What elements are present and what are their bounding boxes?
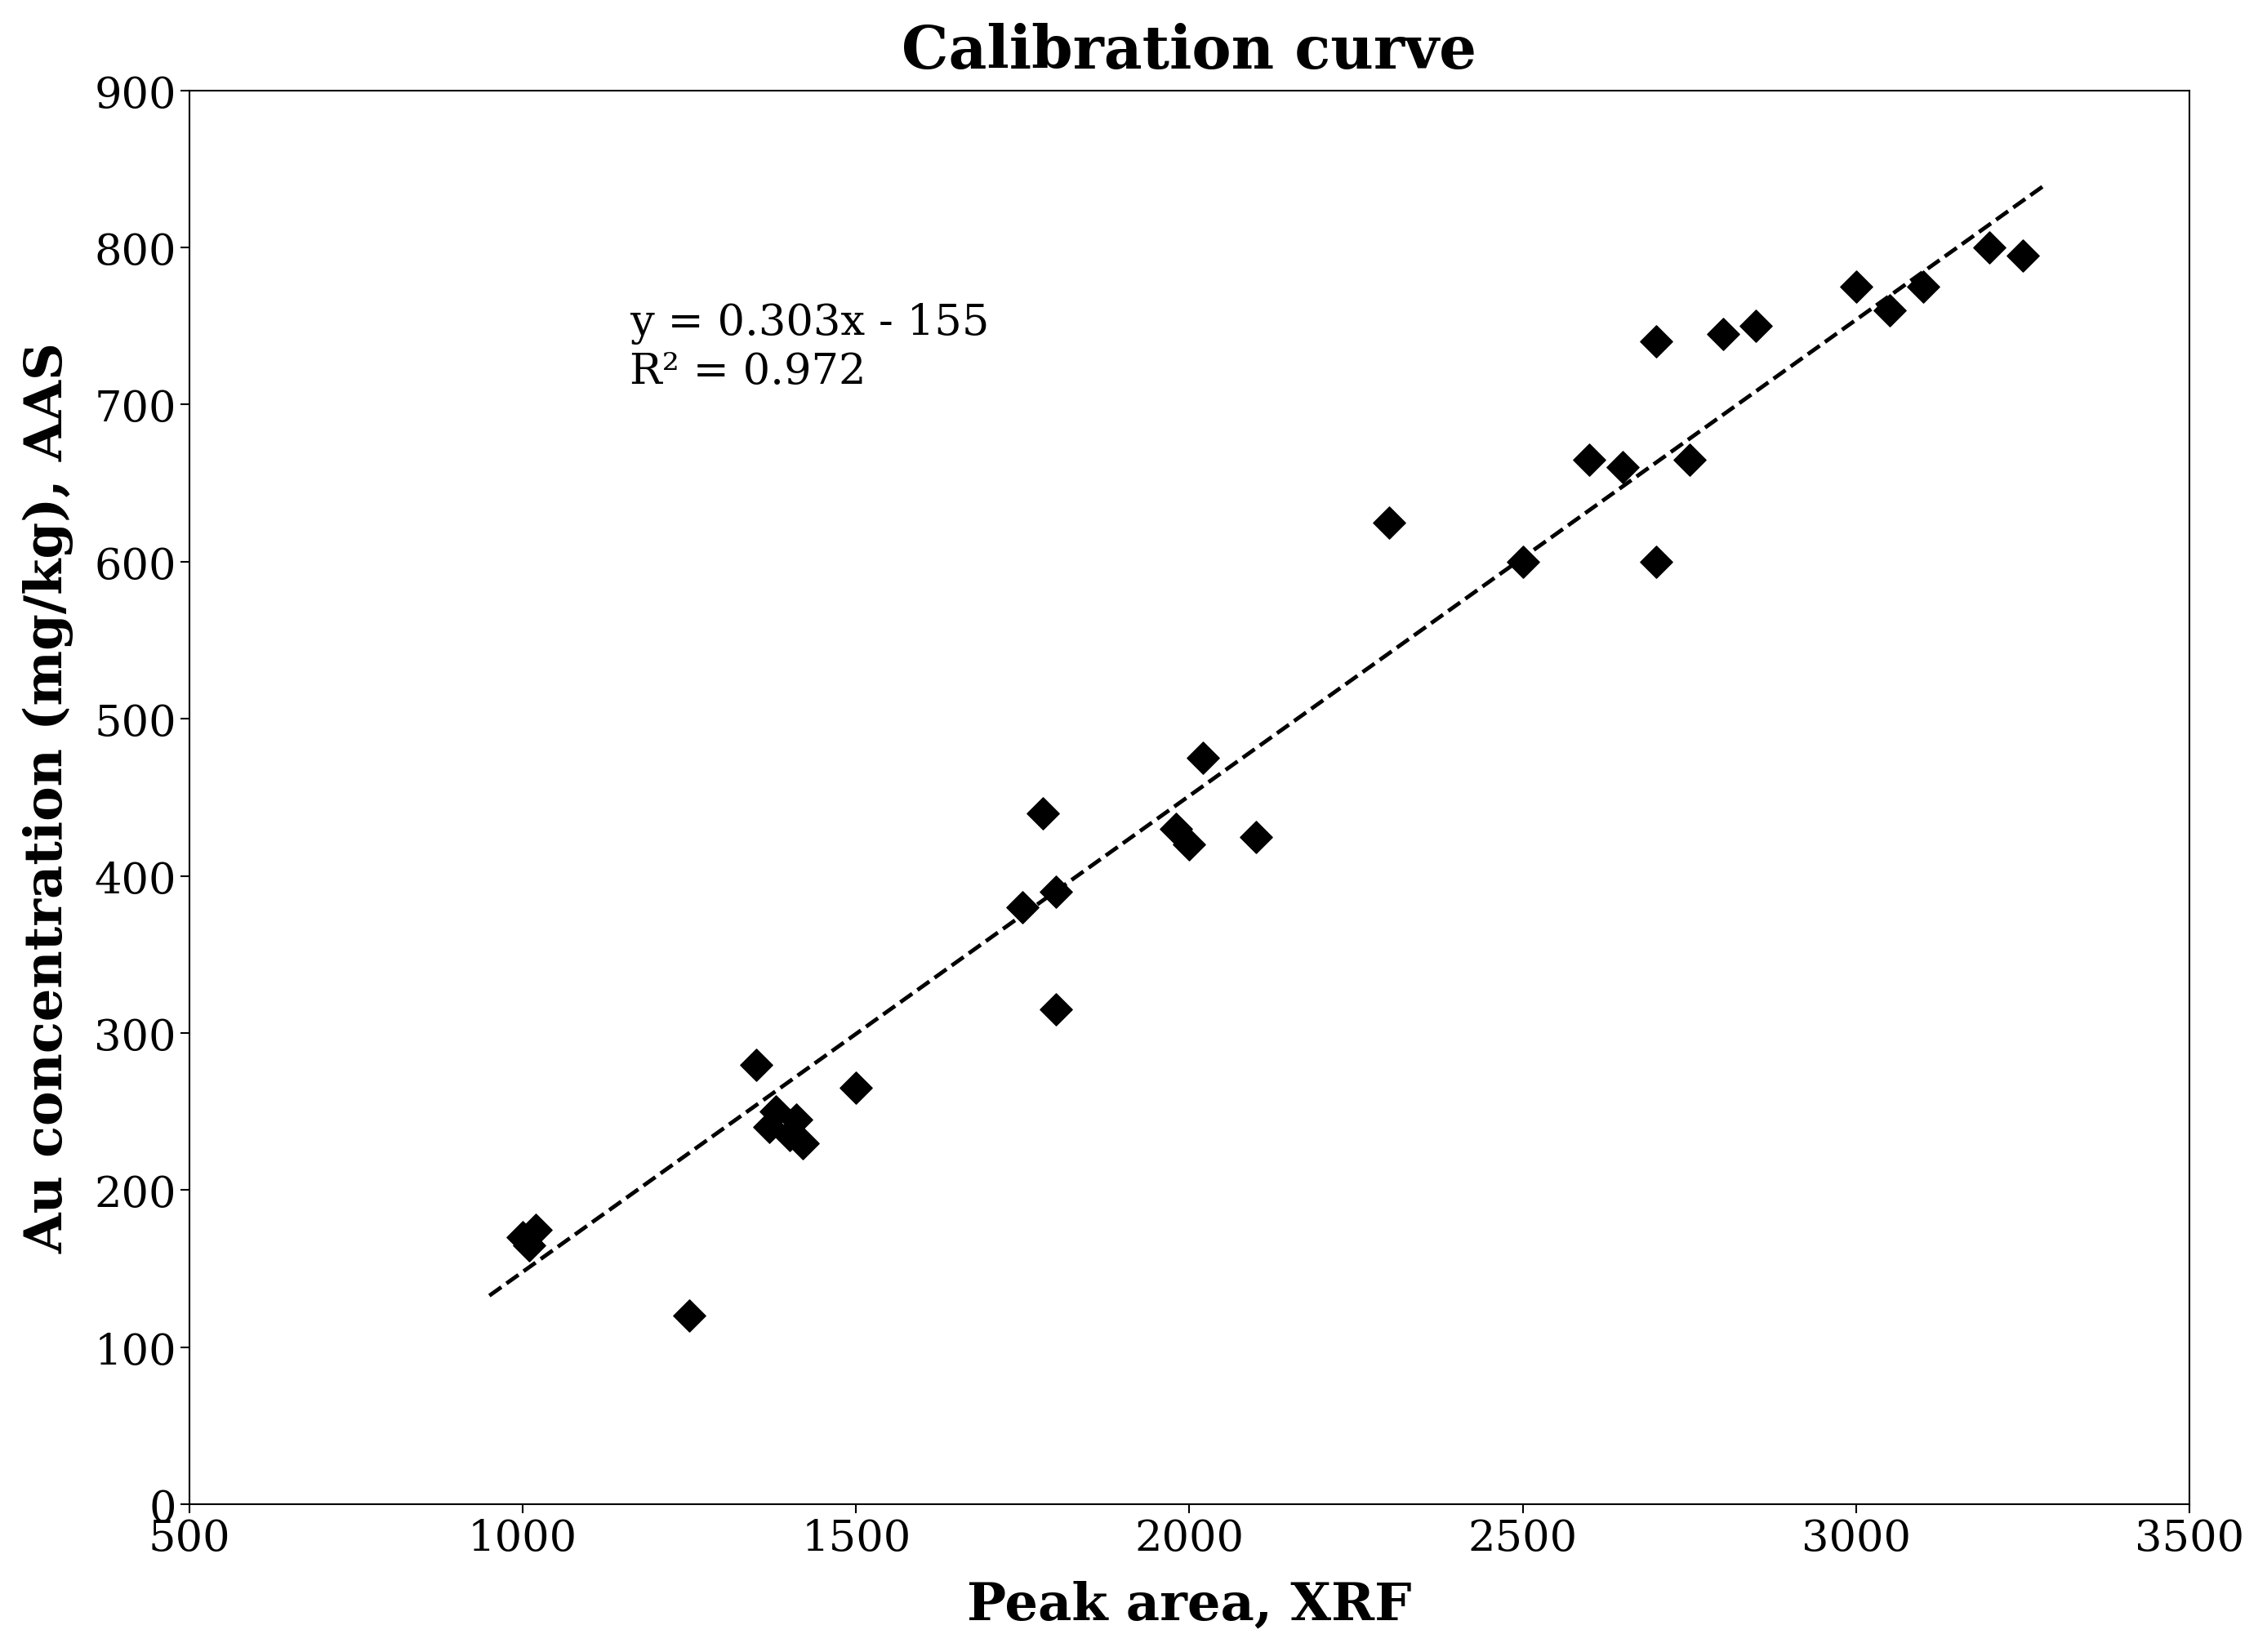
X-axis label: Peak area, XRF: Peak area, XRF xyxy=(968,1579,1412,1629)
Point xyxy=(750,1115,787,1142)
Point xyxy=(1238,824,1274,851)
Point xyxy=(1839,274,1875,301)
Point xyxy=(1972,235,2009,261)
Point xyxy=(1904,274,1941,301)
Title: Calibration curve: Calibration curve xyxy=(902,23,1476,81)
Point xyxy=(1025,800,1061,826)
Point xyxy=(1671,448,1707,474)
Point xyxy=(1571,448,1607,474)
Point xyxy=(1505,548,1542,575)
Point xyxy=(671,1303,707,1330)
Point xyxy=(757,1099,793,1125)
Point xyxy=(771,1122,807,1148)
Point xyxy=(1038,996,1075,1023)
Point xyxy=(1004,894,1041,920)
Point xyxy=(1186,745,1222,771)
Point xyxy=(1372,510,1408,537)
Point xyxy=(517,1216,553,1242)
Point xyxy=(739,1052,775,1079)
Point xyxy=(2004,243,2040,269)
Point xyxy=(784,1130,821,1156)
Point xyxy=(1172,831,1208,857)
Point xyxy=(1038,879,1075,905)
Point xyxy=(1705,320,1741,347)
Point xyxy=(1158,816,1195,843)
Y-axis label: Au concentration (mg/kg), AAS: Au concentration (mg/kg), AAS xyxy=(23,342,75,1254)
Point xyxy=(1605,454,1641,481)
Point xyxy=(839,1075,875,1102)
Point xyxy=(512,1232,549,1259)
Point xyxy=(1639,329,1675,355)
Point xyxy=(778,1107,814,1133)
Point xyxy=(506,1224,542,1251)
Point xyxy=(1870,297,1907,324)
Point xyxy=(1739,314,1775,340)
Text: y = 0.303x - 155
R² = 0.972: y = 0.303x - 155 R² = 0.972 xyxy=(630,302,988,393)
Point xyxy=(1639,548,1675,575)
